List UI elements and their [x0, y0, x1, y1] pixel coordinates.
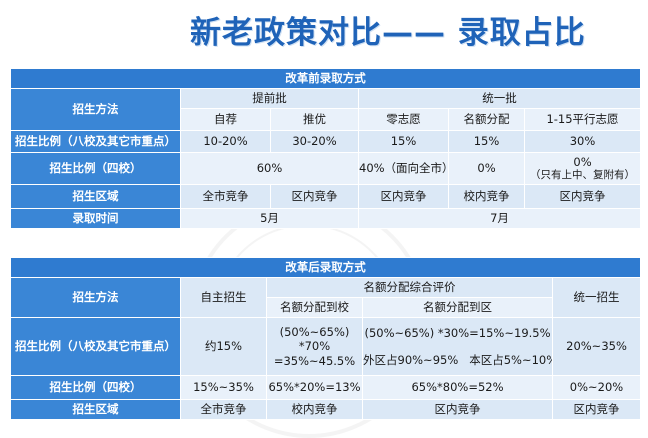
- after-to-school: 名额分配到校: [266, 297, 363, 318]
- before-time-label: 录取时间: [10, 208, 181, 229]
- after-ratio8-district-line1: (50%~65%) *30%=15%~19.5%: [364, 326, 551, 341]
- before-sub-parallel: 1-15平行志愿: [523, 108, 642, 131]
- before-ratio4-label: 招生比例（四校）: [10, 152, 181, 185]
- after-self-recruit: 自主招生: [180, 277, 267, 318]
- after-area-unified: 区内竞争: [551, 399, 642, 420]
- after-ratio8-unified: 20%~35%: [551, 317, 642, 376]
- after-ratio8-school: (50%~65%) *70% =35%~45.5%: [266, 317, 363, 376]
- before-group-early: 提前批: [180, 88, 359, 109]
- before-sub-zero: 零志愿: [358, 108, 449, 131]
- after-header: 改革后录取方式: [9, 257, 642, 278]
- before-area-self: 全市竞争: [180, 184, 271, 209]
- before-ratio8-label: 招生比例（八校及其它市重点）: [10, 130, 181, 153]
- before-ratio4-zero: 40%（面向全市）: [358, 152, 449, 185]
- before-ratio4-parallel: 0% （只有上中、复附有）: [523, 152, 642, 185]
- before-group-unified: 统一批: [357, 88, 642, 109]
- after-ratio8-school-line1: (50%~65%): [279, 324, 350, 339]
- before-ratio4-early: 60%: [180, 152, 359, 185]
- after-ratio8-school-line2: *70%: [298, 339, 331, 354]
- before-ratio8-self: 10-20%: [180, 130, 271, 153]
- after-ratio8-self: 约15%: [180, 317, 267, 376]
- before-ratio8-parallel: 30%: [523, 130, 642, 153]
- before-area-parallel: 区内竞争: [523, 184, 642, 209]
- page-title: 新老政策对比—— 录取占比: [190, 15, 586, 51]
- after-area-district: 区内竞争: [362, 399, 553, 420]
- before-area-zero: 区内竞争: [358, 184, 449, 209]
- before-ratio8-quota: 15%: [448, 130, 525, 153]
- before-ratio4-quota: 0%: [448, 152, 525, 185]
- after-ratio4-school: 65%*20%=13%: [266, 375, 363, 400]
- after-group-quota: 名额分配综合评价: [266, 277, 553, 298]
- before-sub-quota: 名额分配: [448, 108, 525, 131]
- before-ratio8-zero: 15%: [358, 130, 449, 153]
- after-to-district: 名额分配到区: [362, 297, 553, 318]
- after-ratio8-district-line2: 外区占90%~95% 本区占5%~10%: [363, 352, 553, 367]
- after-area-self: 全市竞争: [180, 399, 267, 420]
- after-ratio4-label: 招生比例（四校）: [10, 375, 181, 400]
- after-area-school: 校内竞争: [266, 399, 363, 420]
- after-ratio4-district: 65%*80%=52%: [362, 375, 553, 400]
- after-ratio8-label: 招生比例（八校及其它市重点）: [10, 317, 181, 376]
- before-area-quota: 校内竞争: [448, 184, 525, 209]
- before-time-unified: 7月: [357, 208, 642, 229]
- after-unified: 统一招生: [551, 277, 642, 318]
- before-ratio8-recommend: 30-20%: [270, 130, 359, 153]
- before-time-early: 5月: [180, 208, 359, 229]
- after-reform-table: 改革后录取方式 招生方法 自主招生 名额分配综合评价 统一招生 名额分配到校 名…: [9, 257, 642, 420]
- after-method-label: 招生方法: [10, 277, 181, 318]
- before-method-label: 招生方法: [10, 88, 181, 131]
- before-ratio4-parallel-line1: 0%: [573, 154, 592, 169]
- before-sub-self: 自荐: [180, 108, 271, 131]
- after-ratio8-district: (50%~65%) *30%=15%~19.5% 外区占90%~95% 本区占5…: [362, 317, 553, 376]
- before-area-recommend: 区内竞争: [270, 184, 359, 209]
- before-sub-recommend: 推优: [270, 108, 359, 131]
- after-area-label: 招生区域: [10, 399, 181, 420]
- before-ratio4-parallel-line2: （只有上中、复附有）: [530, 169, 636, 182]
- before-area-label: 招生区域: [10, 184, 181, 209]
- before-reform-table: 改革前录取方式 招生方法 提前批 统一批 自荐 推优 零志愿 名额分配 1-15…: [9, 68, 642, 229]
- before-header: 改革前录取方式: [9, 68, 642, 89]
- after-ratio4-self: 15%~35%: [180, 375, 267, 400]
- after-ratio8-school-line3: =35%~45.5%: [273, 353, 356, 368]
- after-ratio4-unified: 0%~20%: [551, 375, 642, 400]
